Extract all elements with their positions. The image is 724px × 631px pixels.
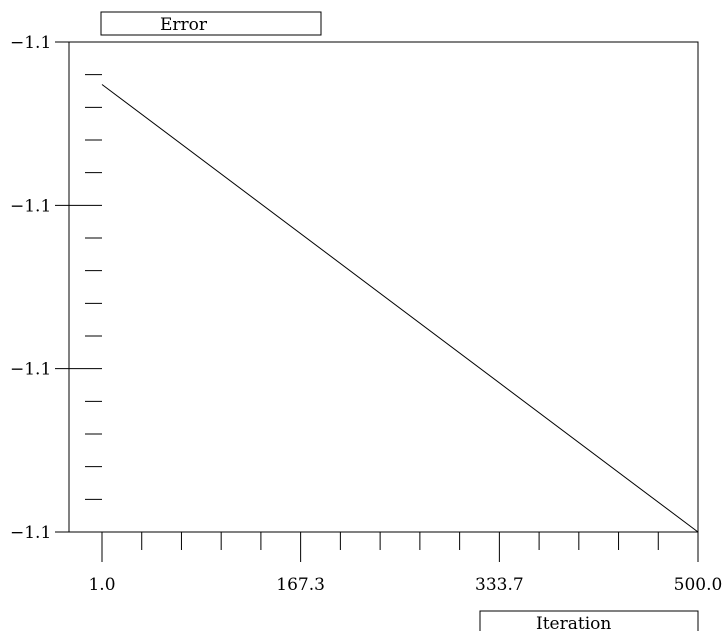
y-tick-label: −1.1: [10, 360, 51, 380]
x-axis-label: Iteration: [536, 614, 611, 631]
y-axis-label: Error: [160, 15, 208, 35]
y-tick-label: −1.1: [10, 33, 51, 53]
x-tick-label: 167.3: [276, 575, 325, 595]
x-tick-label: 1.0: [88, 575, 115, 595]
x-tick-label: 333.7: [475, 575, 524, 595]
x-axis-ticks: 1.0 167.3 333.7 500.0: [88, 532, 722, 595]
x-axis-label-box: [479, 610, 699, 631]
y-axis-label-box: [100, 11, 322, 36]
y-tick-label: −1.1: [10, 523, 51, 543]
series-group: [101, 84, 699, 533]
x-tick-label: 500.0: [674, 575, 723, 595]
y-axis-ticks: −1.1 −1.1 −1.1 −1.1: [10, 33, 102, 543]
series-line: [101, 84, 699, 533]
plot-frame: [68, 41, 699, 533]
y-tick-label: −1.1: [10, 196, 51, 216]
